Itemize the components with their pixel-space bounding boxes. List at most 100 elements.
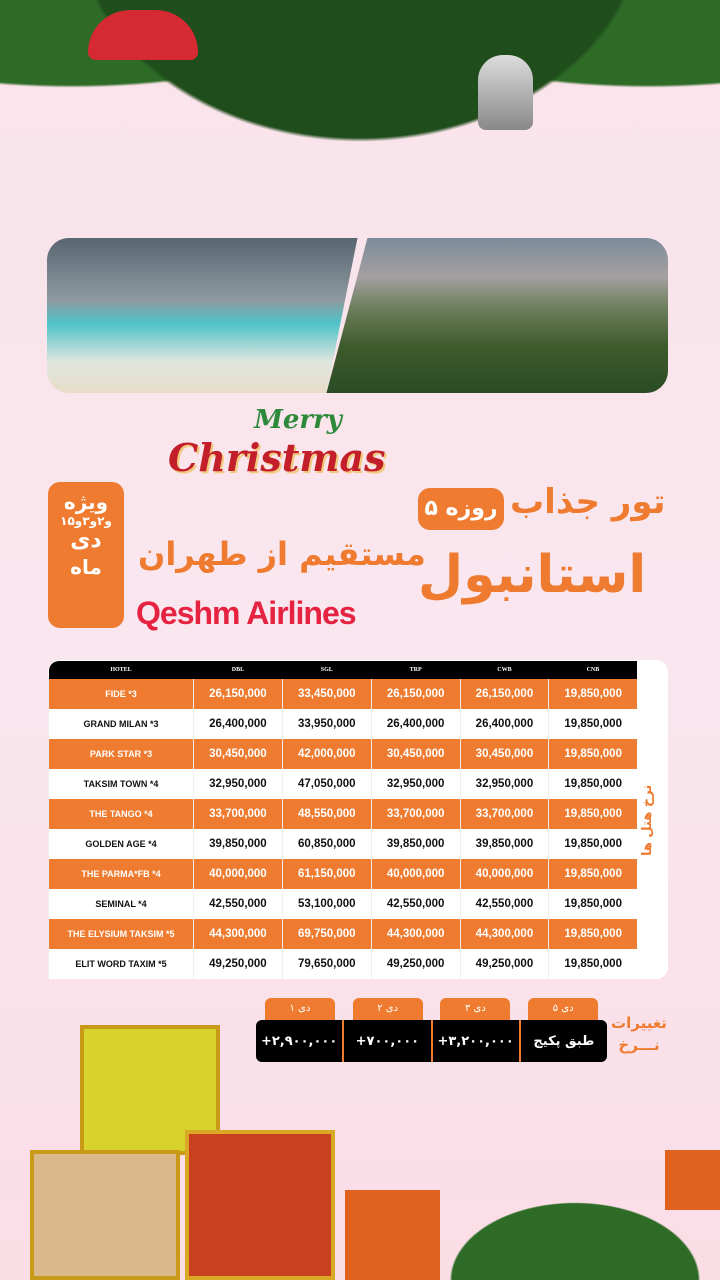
hotel-price-table: HOTEL DBL SGL TRP CWB CNB FIDE *3 26,150,000 33… [48, 661, 637, 979]
price-cell: 32,950,000 [193, 769, 283, 799]
column-header: TRP [371, 661, 461, 679]
price-cell: 53,100,000 [281, 889, 372, 919]
price-cell: 42,550,000 [370, 889, 461, 919]
price-cell: 26,400,000 [459, 709, 549, 739]
price-cell: 42,000,000 [281, 739, 372, 769]
table-row: SEMINAL *4 42,550,000 53,100,000 42,550,000… [48, 889, 637, 919]
beach-photo [47, 238, 358, 393]
price-cell: 48,550,000 [281, 799, 372, 829]
hotel-name-cell: ELIT WORD TAXIM *5 [48, 949, 194, 979]
table-row: TAKSIM TOWN *4 32,950,000 47,050,000 32,950… [48, 769, 637, 799]
price-cell: 19,850,000 [548, 949, 637, 979]
pine-garland-decoration [430, 1190, 720, 1280]
date-tab: ۲ دی [352, 998, 423, 1020]
price-cell: 26,150,000 [370, 679, 461, 709]
hotel-name-cell: GOLDEN AGE *4 [48, 829, 194, 859]
price-cell: 33,700,000 [370, 799, 461, 829]
price-cell: 49,250,000 [459, 949, 549, 979]
table-header-row: HOTEL DBL SGL TRP CWB CNB [48, 661, 637, 679]
hotel-name-cell: THE TANGO *4 [48, 799, 194, 829]
hotel-name-cell: TAKSIM TOWN *4 [48, 769, 194, 799]
istanbul-photo [326, 238, 668, 393]
table-row: PARK STAR *3 30,450,000 42,000,000 30,450,0… [48, 739, 637, 769]
price-cell: 19,850,000 [548, 859, 637, 889]
tour-title: تور جذاب [510, 482, 666, 522]
price-change-value: +۲,۹۰۰,۰۰۰ [260, 1033, 338, 1049]
column-header: CNB [548, 661, 637, 679]
destination-title: استانبول [418, 545, 647, 605]
price-cell: 19,850,000 [548, 799, 637, 829]
price-cell: 69,750,000 [281, 919, 372, 949]
price-cell: 26,150,000 [459, 679, 549, 709]
price-cell: 19,850,000 [548, 829, 637, 859]
price-cell: 19,850,000 [548, 889, 637, 919]
airline-name: Qeshm Airlines [136, 595, 357, 631]
price-cell: 40,000,000 [370, 859, 461, 889]
hotel-name-cell: PARK STAR *3 [48, 739, 194, 769]
special-label: ویژه [63, 490, 109, 514]
merry-christmas-logo: Merry Christmas [168, 405, 386, 480]
price-cell: 44,300,000 [193, 919, 283, 949]
gift-box-decoration [345, 1190, 440, 1280]
hotel-name-cell: THE PARMA*FB *4 [48, 859, 194, 889]
gift-box-decoration [185, 1130, 335, 1280]
column-header: SGL [282, 661, 372, 679]
price-change-value: طبق پکیج [518, 1020, 607, 1062]
table-row: ELIT WORD TAXIM *5 49,250,000 79,650,000 49… [48, 949, 637, 979]
price-cell: 39,850,000 [370, 829, 461, 859]
price-cell: 26,150,000 [193, 679, 283, 709]
price-cell: 44,300,000 [459, 919, 549, 949]
price-change-value: +۳,۲۰۰,۰۰۰ [430, 1020, 519, 1062]
column-header: CWB [460, 661, 549, 679]
hotel-rates-label: نرخ هتل ها [640, 784, 655, 856]
gift-box-decoration [30, 1150, 180, 1280]
price-changes-table: ۱ دی ۲ دی ۳ دی ۵ دی +۲,۹۰۰,۰۰۰ +۷۰۰,۰۰۰ … [256, 998, 607, 1062]
price-cell: 49,250,000 [193, 949, 283, 979]
price-cell: 49,250,000 [370, 949, 461, 979]
price-cell: 19,850,000 [548, 709, 637, 739]
mushroom-ornament [88, 10, 198, 60]
bell-ornament [478, 55, 533, 130]
price-cell: 44,300,000 [370, 919, 461, 949]
price-cell: 39,850,000 [459, 829, 549, 859]
column-header: HOTEL [48, 661, 194, 679]
special-month: دی [70, 528, 102, 554]
date-tab: ۵ دی [528, 998, 599, 1020]
special-month-word: ماه [70, 554, 102, 579]
departure-text: مستقیم از طهران [138, 535, 426, 573]
price-cell: 19,850,000 [548, 739, 637, 769]
price-cell: 60,850,000 [281, 829, 372, 859]
price-cell: 40,000,000 [193, 859, 283, 889]
price-cell: 39,850,000 [193, 829, 283, 859]
price-cell: 32,950,000 [459, 769, 549, 799]
hotel-name-cell: FIDE *3 [48, 679, 194, 709]
price-cell: 30,450,000 [459, 739, 549, 769]
table-row: THE TANGO *4 33,700,000 48,550,000 33,700,0… [48, 799, 637, 829]
special-days: ۱و۲و۳و۵ [60, 514, 112, 528]
price-cell: 19,850,000 [548, 919, 637, 949]
price-cell: 32,950,000 [370, 769, 461, 799]
price-cell: 19,850,000 [548, 769, 637, 799]
price-cell: 33,700,000 [459, 799, 549, 829]
column-header: DBL [193, 661, 283, 679]
price-cell: 30,450,000 [193, 739, 283, 769]
destination-banner-image [47, 238, 668, 393]
price-cell: 40,000,000 [459, 859, 549, 889]
price-cell: 19,850,000 [548, 679, 637, 709]
price-changes-label-line1: تغییرات [611, 1014, 667, 1032]
price-changes-label: تغییرات نـــرخ [610, 1012, 668, 1056]
table-row: THE ELYSIUM TAKSIM *5 44,300,000 69,750,00… [48, 919, 637, 949]
price-cell: 30,450,000 [370, 739, 461, 769]
price-cell: 33,700,000 [193, 799, 283, 829]
hotel-name-cell: GRAND MILAN *3 [48, 709, 194, 739]
hotel-name-cell: SEMINAL *4 [48, 889, 194, 919]
table-row: GOLDEN AGE *4 39,850,000 60,850,000 39,850,… [48, 829, 637, 859]
price-changes-label-line2: نـــرخ [618, 1036, 660, 1054]
table-row: GRAND MILAN *3 26,400,000 33,950,000 26,400… [48, 709, 637, 739]
price-change-value: +۷۰۰,۰۰۰ [342, 1020, 430, 1062]
price-cell: 33,450,000 [281, 679, 372, 709]
price-cell: 33,950,000 [281, 709, 372, 739]
date-tab: ۱ دی [264, 998, 335, 1020]
hotel-name-cell: THE ELYSIUM TAKSIM *5 [48, 919, 194, 949]
price-cell: 26,400,000 [193, 709, 283, 739]
